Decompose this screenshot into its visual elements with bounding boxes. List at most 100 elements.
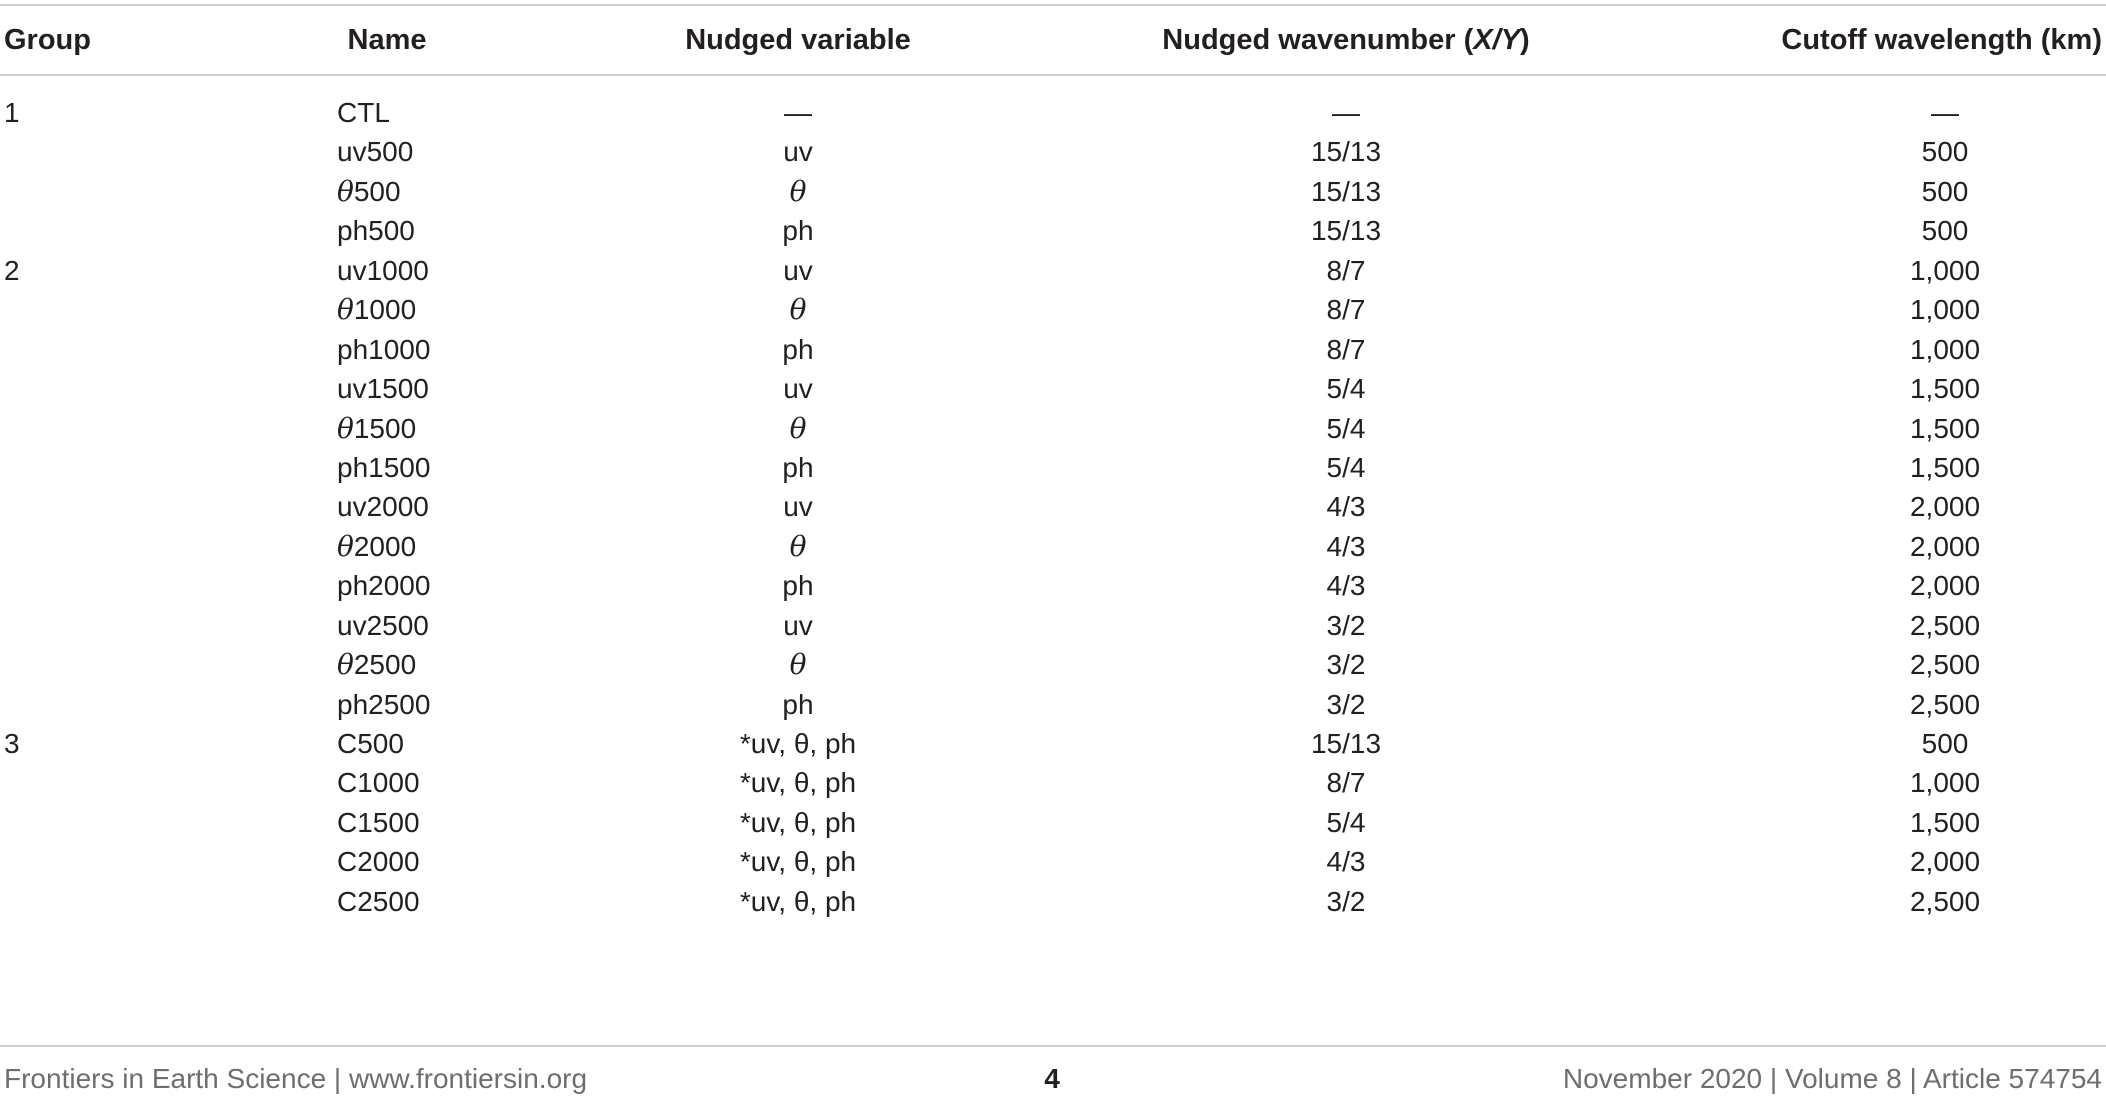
cell-name: C1000 — [337, 767, 420, 799]
table-body: 1 CTL — — — uv500 uv 15/13 500 θ500 θ 15/13 500 ph500… — [0, 95, 2106, 923]
cell-cutoff-wavelength: 1,500 — [1909, 412, 1981, 444]
cell-nudged-wavenumber: 5/4 — [1326, 451, 1366, 483]
cell-cutoff-wavelength: 1,500 — [1909, 806, 1981, 838]
cell-name: uv2500 — [337, 609, 429, 641]
cell-name: ph500 — [337, 215, 415, 247]
cell-nudged-variable: *uv, θ, ph — [739, 885, 857, 917]
cell-name: θ2000 — [337, 529, 417, 563]
table-row: C1000 *uv, θ, ph 8/7 1,000 — [0, 765, 2106, 804]
cell-cutoff-wavelength: 2,500 — [1909, 609, 1981, 641]
cell-name: C500 — [337, 728, 404, 759]
cell-nudged-wavenumber: 4/3 — [1326, 491, 1366, 523]
cell-nudged-wavenumber: 3/2 — [1326, 688, 1366, 720]
cell-name: C1500 — [337, 806, 420, 838]
cell-nudged-variable: θ — [789, 411, 807, 445]
cell-name: uv2000 — [337, 491, 429, 523]
cell-nudged-variable: ph — [782, 215, 814, 247]
cell-nudged-wavenumber: 15/13 — [1310, 175, 1382, 207]
cell-group: 3 — [4, 728, 20, 759]
cell-nudged-variable: θ — [789, 529, 807, 563]
cell-nudged-wavenumber: 5/4 — [1326, 373, 1366, 405]
footer-rule — [0, 1045, 2106, 1047]
cell-cutoff-wavelength: 1,000 — [1909, 294, 1981, 326]
cell-nudged-variable: uv — [783, 609, 813, 641]
cell-nudged-wavenumber: 8/7 — [1326, 767, 1366, 799]
header-nudged-variable: Nudged variable — [685, 24, 911, 56]
table-row: ph1500 ph 5/4 1,500 — [0, 450, 2106, 489]
cell-nudged-wavenumber: 3/2 — [1326, 885, 1366, 917]
table-row: θ2500 θ 3/2 2,500 — [0, 647, 2106, 686]
cell-cutoff-wavelength: 2,500 — [1909, 885, 1981, 917]
cell-nudged-wavenumber: 15/13 — [1310, 215, 1382, 247]
cell-nudged-variable: θ — [789, 293, 807, 327]
cell-name: ph2500 — [337, 688, 431, 720]
table-row: uv2500 uv 3/2 2,500 — [0, 608, 2106, 647]
cell-cutoff-wavelength: 500 — [1921, 215, 1969, 247]
cell-group: 2 — [4, 254, 20, 286]
cell-nudged-wavenumber: 4/3 — [1326, 530, 1366, 562]
cell-cutoff-wavelength: 2,000 — [1909, 491, 1981, 523]
cell-nudged-variable: *uv, θ, ph — [739, 846, 857, 878]
cell-name: C2500 — [337, 885, 420, 917]
cell-name: ph2000 — [337, 570, 431, 602]
table-row: θ1500 θ 5/4 1,500 — [0, 411, 2106, 450]
cell-nudged-wavenumber: 4/3 — [1326, 570, 1366, 602]
header-name: Name — [347, 24, 427, 56]
cell-nudged-wavenumber: 5/4 — [1326, 806, 1366, 838]
table-row: θ500 θ 15/13 500 — [0, 174, 2106, 213]
header-wavenumber-axes: X/Y — [1473, 24, 1521, 56]
cell-nudged-wavenumber: 4/3 — [1326, 846, 1366, 878]
table-top-rule — [0, 4, 2106, 6]
table-row: ph500 ph 15/13 500 — [0, 213, 2106, 252]
cell-nudged-variable: ph — [782, 688, 814, 720]
cell-cutoff-wavelength: 1,500 — [1909, 373, 1981, 405]
cell-cutoff-wavelength: 2,000 — [1909, 570, 1981, 602]
header-group: Group — [4, 24, 91, 56]
cell-name: θ1000 — [337, 293, 417, 327]
cell-cutoff-wavelength: 2,000 — [1909, 530, 1981, 562]
cell-nudged-variable: θ — [789, 648, 807, 682]
footer-page-number: 4 — [1044, 1063, 1060, 1094]
table-header-rule — [0, 74, 2106, 76]
footer-journal: Frontiers in Earth Science | www.frontie… — [4, 1063, 588, 1094]
cell-name: ph1500 — [337, 451, 431, 483]
cell-nudged-wavenumber: 3/2 — [1326, 649, 1366, 681]
table-row: 2 uv1000 uv 8/7 1,000 — [0, 253, 2106, 292]
cell-nudged-wavenumber: 3/2 — [1326, 609, 1366, 641]
cell-nudged-variable: *uv, θ, ph — [739, 806, 857, 838]
cell-cutoff-wavelength: 1,500 — [1909, 451, 1981, 483]
cell-name: uv1500 — [337, 373, 429, 405]
cell-cutoff-wavelength: 2,500 — [1909, 649, 1981, 681]
cell-nudged-variable: ph — [782, 570, 814, 602]
cell-cutoff-wavelength: 2,000 — [1909, 846, 1981, 878]
cell-cutoff-wavelength: 500 — [1921, 728, 1969, 759]
table-row: ph2500 ph 3/2 2,500 — [0, 687, 2106, 726]
cell-nudged-wavenumber: 8/7 — [1326, 254, 1366, 286]
table-row: 1 CTL — — — — [0, 95, 2106, 134]
cell-cutoff-wavelength: 1,000 — [1909, 333, 1981, 365]
table-row: θ1000 θ 8/7 1,000 — [0, 292, 2106, 331]
cell-cutoff-wavelength: 1,000 — [1909, 767, 1981, 799]
table-row: uv2000 uv 4/3 2,000 — [0, 489, 2106, 528]
cell-nudged-variable: — — [784, 97, 812, 128]
cell-name: θ1500 — [337, 411, 417, 445]
header-nudged-wavenumber: Nudged wavenumber (X/Y) — [1162, 22, 1529, 58]
cell-nudged-variable: uv — [783, 373, 813, 405]
cell-name: θ500 — [337, 174, 401, 208]
footer-issue-info: November 2020 | Volume 8 | Article 57475… — [1562, 1063, 2102, 1094]
table-row: θ2000 θ 4/3 2,000 — [0, 529, 2106, 568]
table-row: ph2000 ph 4/3 2,000 — [0, 568, 2106, 607]
cell-nudged-variable: θ — [789, 174, 807, 208]
cell-name: θ2500 — [337, 648, 417, 682]
cell-nudged-variable: ph — [782, 333, 814, 365]
cell-name: CTL — [337, 97, 390, 128]
cell-group: 1 — [4, 97, 20, 128]
cell-name: uv500 — [337, 136, 414, 168]
cell-nudged-wavenumber: 15/13 — [1310, 728, 1382, 759]
table-row: uv500 uv 15/13 500 — [0, 134, 2106, 173]
cell-cutoff-wavelength: 2,500 — [1909, 688, 1981, 720]
header-nudged-wavenumber-text: Nudged wavenumber (X/Y) — [1162, 24, 1530, 56]
cell-nudged-variable: uv — [783, 254, 813, 286]
cell-name: ph1000 — [337, 333, 431, 365]
table-row: ph1000 ph 8/7 1,000 — [0, 332, 2106, 371]
